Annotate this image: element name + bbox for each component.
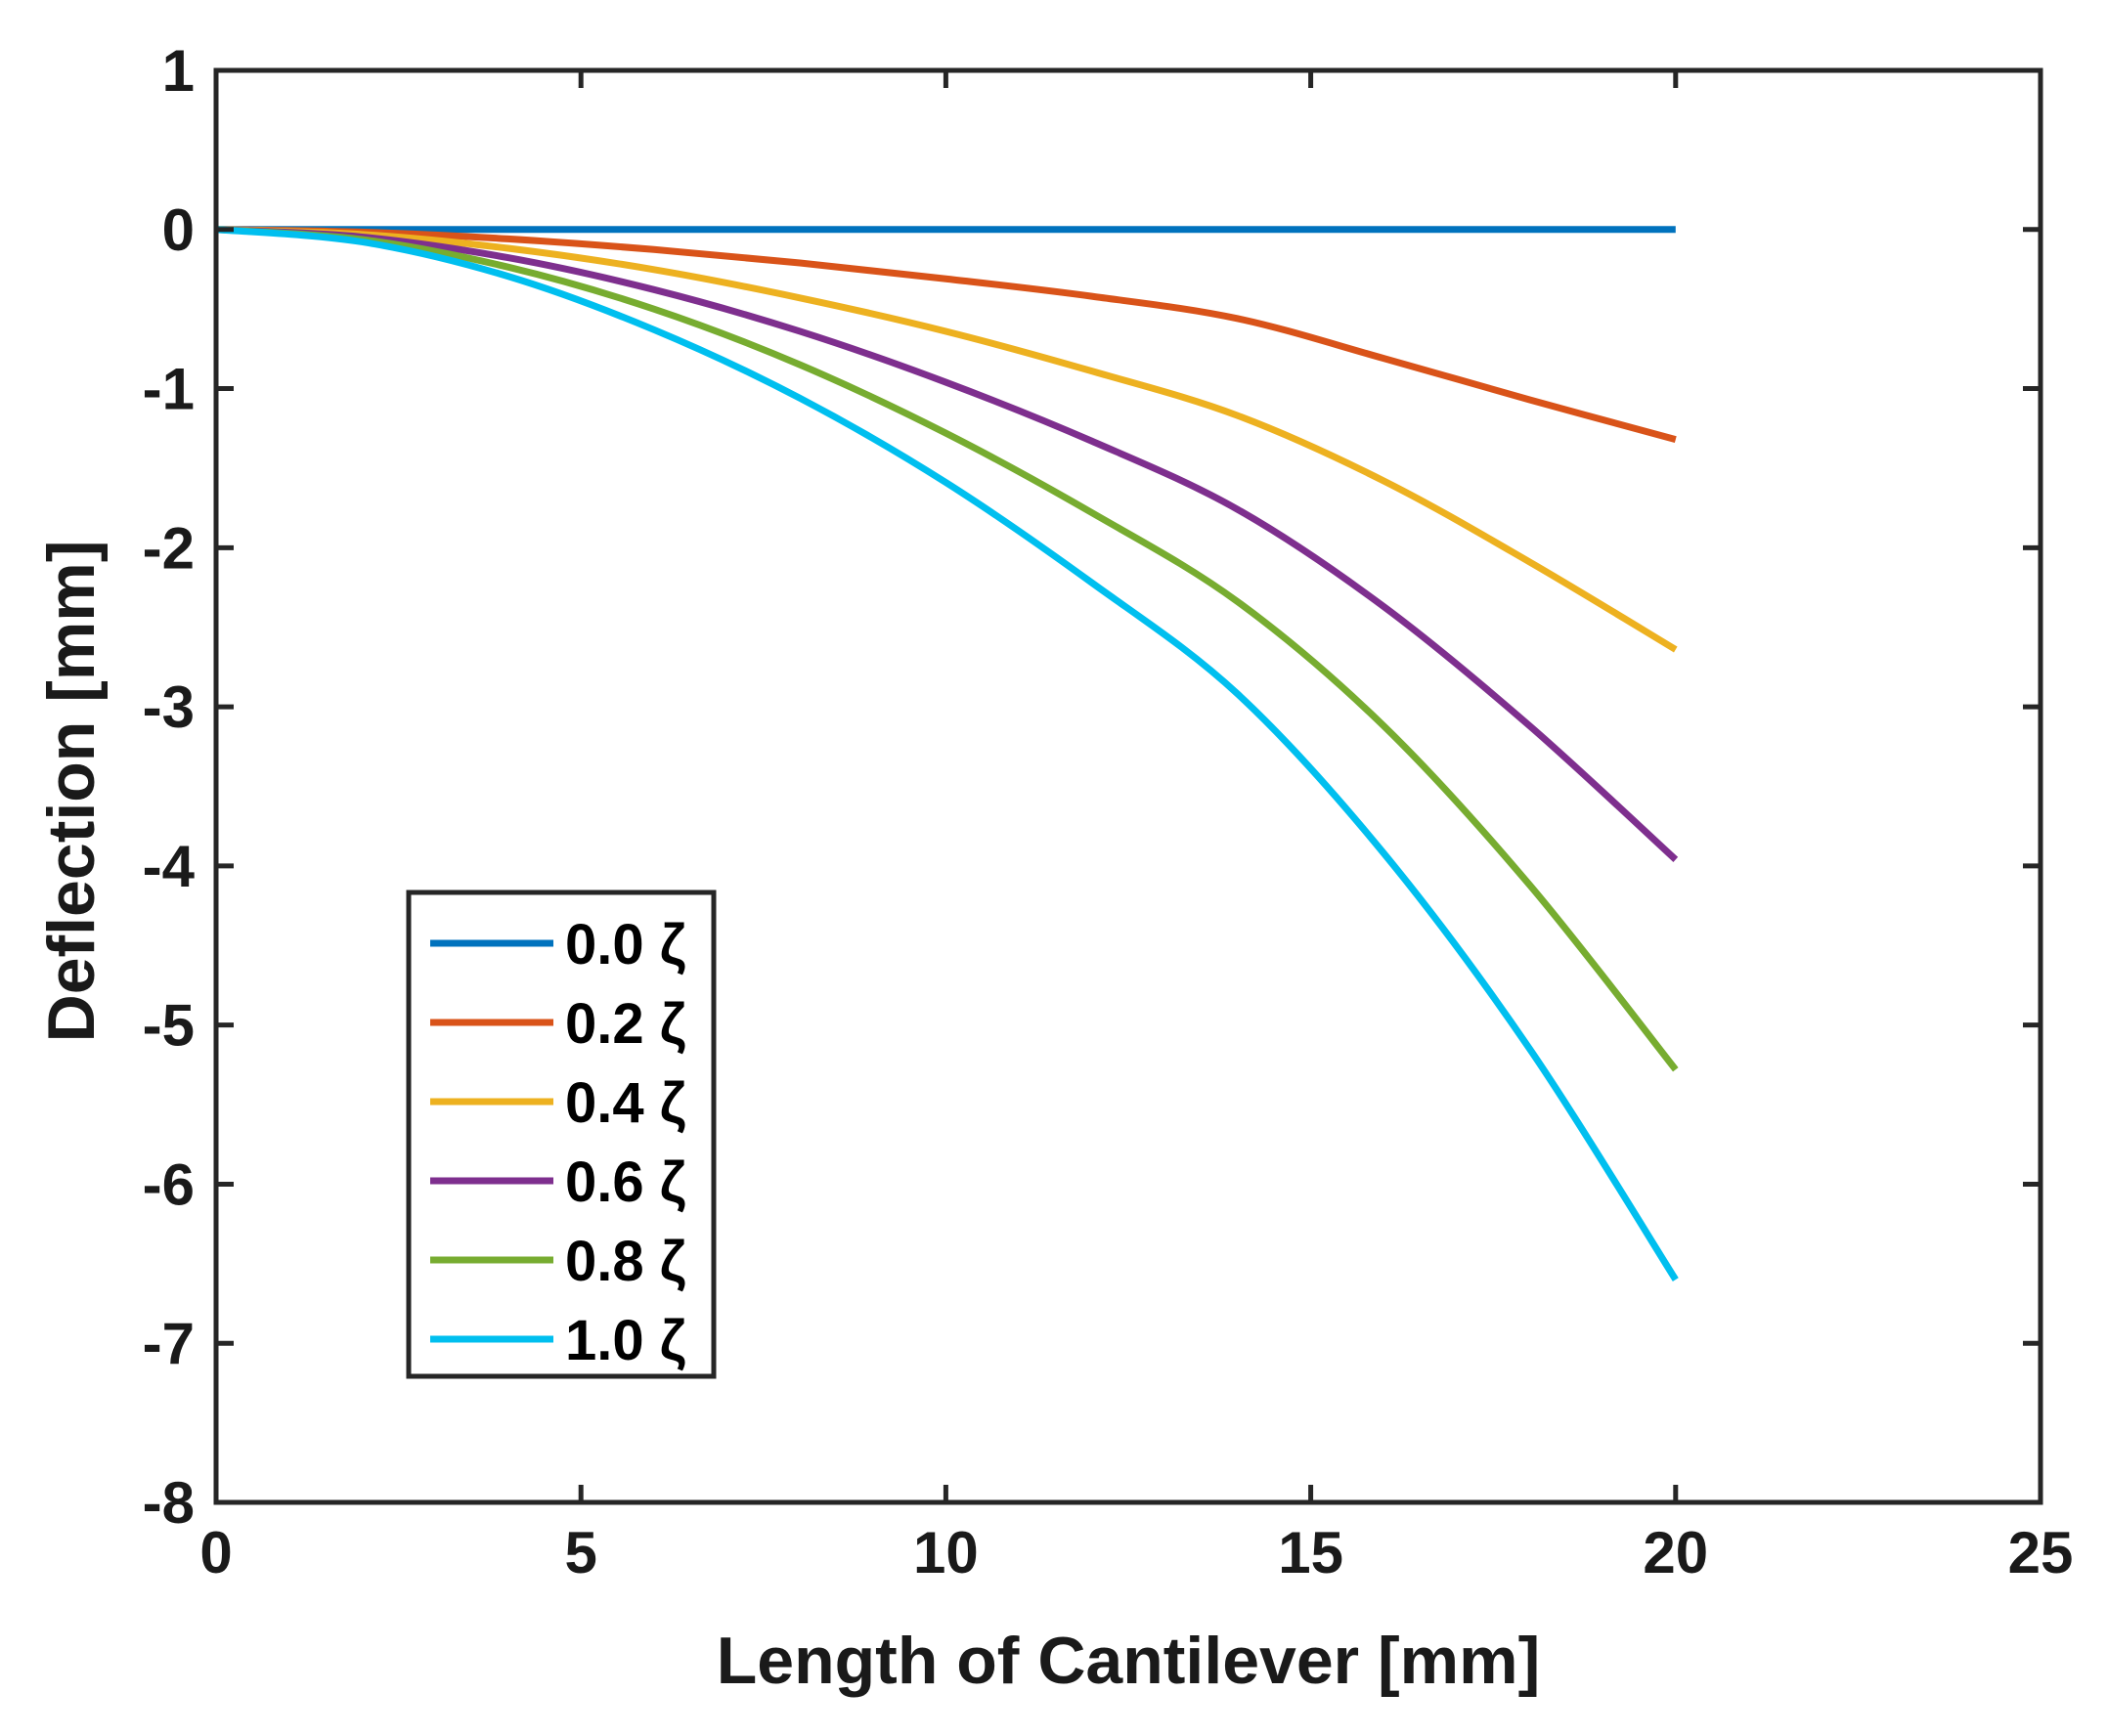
- legend-label-1: 0.2 ζ: [565, 992, 685, 1056]
- series-line-5: [215, 226, 1679, 1281]
- y-tick-label: -2: [143, 515, 195, 581]
- y-tick-label: -3: [143, 674, 195, 740]
- legend-label-4: 0.8 ζ: [565, 1230, 685, 1293]
- y-tick-label: -5: [143, 993, 195, 1059]
- series-line-2: [215, 226, 1678, 653]
- legend-label-2: 0.4 ζ: [565, 1071, 685, 1135]
- y-axis-title: Deflection [mm]: [34, 541, 109, 1043]
- x-tick-label: 15: [1278, 1520, 1343, 1585]
- x-tick-label: 10: [913, 1520, 979, 1585]
- legend-label-5: 1.0 ζ: [565, 1309, 685, 1372]
- y-tick-label: -1: [143, 357, 195, 422]
- axes-box: [213, 67, 2043, 1505]
- series-line-1: [215, 226, 1677, 444]
- y-tick-label: 1: [162, 38, 195, 104]
- y-tick-label: -7: [143, 1311, 195, 1376]
- series-line-4: [215, 226, 1679, 1072]
- legend: 0.0 ζ 0.2 ζ 0.4 ζ 0.6 ζ 0.8 ζ 1.0 ζ: [406, 890, 717, 1379]
- x-tick-label: 0: [199, 1520, 232, 1585]
- series-line-3: [215, 226, 1679, 862]
- y-tick-label: -4: [143, 834, 196, 899]
- y-tick-label: -6: [143, 1151, 195, 1217]
- x-tick-label: 20: [1643, 1520, 1708, 1585]
- y-tick-label: 0: [162, 197, 195, 263]
- legend-label-3: 0.6 ζ: [565, 1150, 685, 1214]
- x-tick-label: 25: [2008, 1520, 2074, 1585]
- y-tick-label: -8: [143, 1470, 195, 1536]
- series-layer: [215, 226, 1679, 1281]
- legend-label-0: 0.0 ζ: [565, 913, 685, 976]
- axes-layer: [213, 67, 2043, 1505]
- x-tick-label: 5: [565, 1520, 597, 1585]
- legend-box: [406, 890, 717, 1379]
- x-axis-title: Length of Cantilever [mm]: [717, 1624, 1541, 1698]
